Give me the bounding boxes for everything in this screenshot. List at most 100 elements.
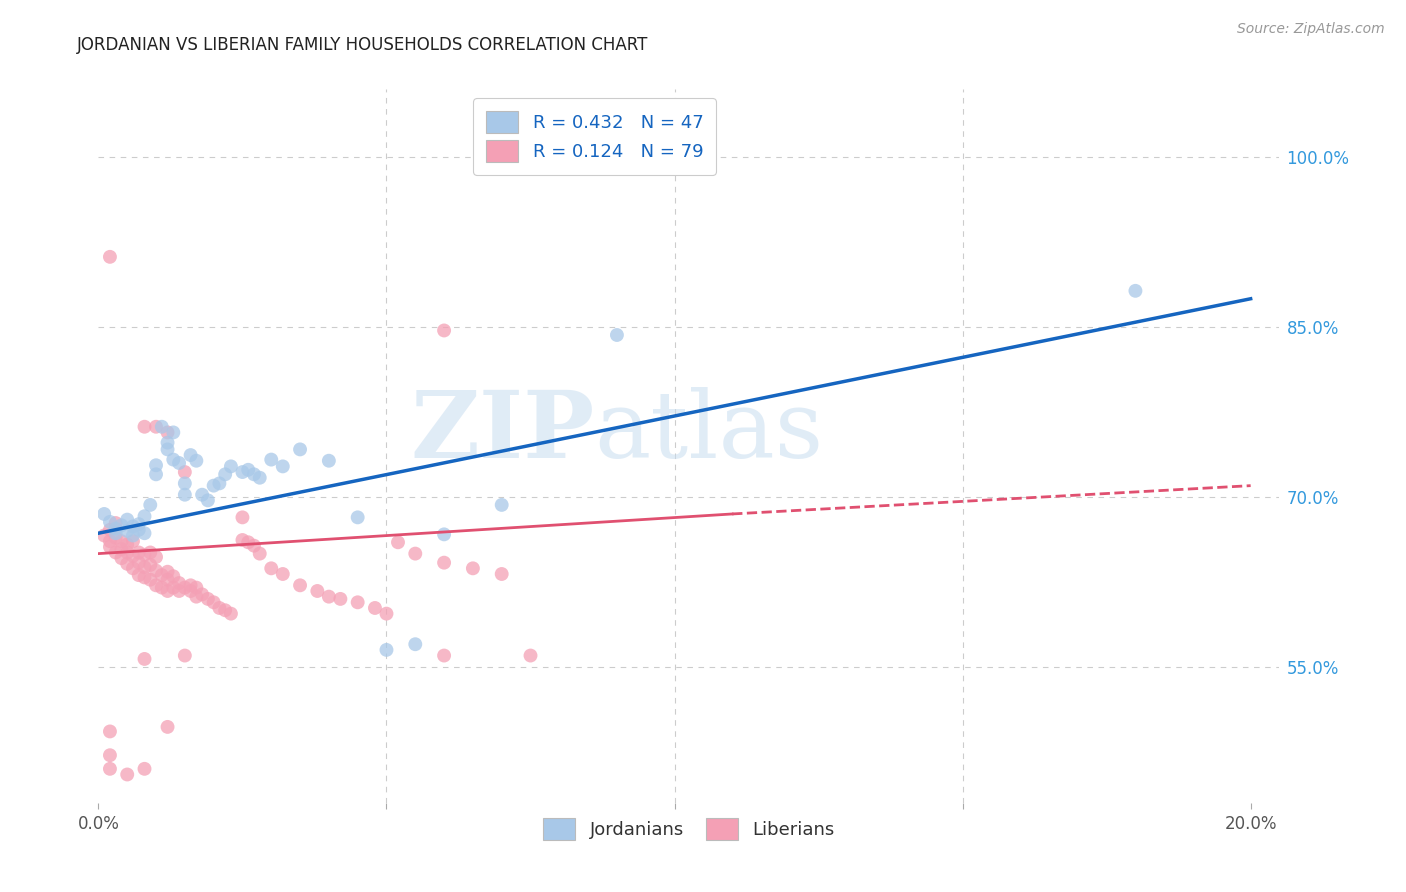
Point	[98, 250, 121, 264]
Point	[156, 584, 179, 599]
Point	[231, 510, 253, 524]
Point	[145, 564, 167, 578]
Point	[238, 535, 260, 549]
Point	[219, 459, 242, 474]
Point	[173, 581, 195, 595]
Point	[162, 425, 184, 440]
Point	[191, 488, 214, 502]
Point	[110, 518, 132, 533]
Point	[214, 603, 236, 617]
Point	[134, 548, 156, 562]
Point	[104, 522, 127, 536]
Point	[243, 539, 266, 553]
Point	[110, 534, 132, 549]
Point	[288, 578, 311, 592]
Point	[186, 581, 208, 595]
Point	[150, 568, 173, 582]
Text: Source: ZipAtlas.com: Source: ZipAtlas.com	[1237, 22, 1385, 37]
Point	[145, 578, 167, 592]
Point	[162, 452, 184, 467]
Point	[145, 458, 167, 473]
Point	[110, 542, 132, 557]
Point	[1125, 284, 1147, 298]
Point	[156, 720, 179, 734]
Point	[110, 551, 132, 566]
Point	[98, 762, 121, 776]
Point	[318, 590, 340, 604]
Point	[122, 519, 145, 533]
Point	[134, 509, 156, 524]
Point	[128, 523, 150, 537]
Point	[197, 493, 219, 508]
Point	[249, 471, 271, 485]
Point	[128, 545, 150, 559]
Point	[98, 724, 121, 739]
Point	[167, 456, 190, 470]
Point	[162, 581, 184, 595]
Point	[375, 643, 398, 657]
Point	[104, 526, 127, 541]
Point	[288, 442, 311, 457]
Text: JORDANIAN VS LIBERIAN FAMILY HOUSEHOLDS CORRELATION CHART: JORDANIAN VS LIBERIAN FAMILY HOUSEHOLDS …	[77, 36, 648, 54]
Point	[238, 463, 260, 477]
Point	[404, 637, 426, 651]
Point	[156, 435, 179, 450]
Point	[98, 748, 121, 763]
Point	[208, 476, 231, 491]
Point	[271, 459, 294, 474]
Point	[167, 584, 190, 599]
Point	[128, 568, 150, 582]
Point	[387, 535, 409, 549]
Point	[162, 569, 184, 583]
Point	[98, 534, 121, 549]
Point	[134, 526, 156, 541]
Y-axis label: Family Households: Family Households	[0, 368, 8, 524]
Point	[115, 537, 138, 551]
Point	[231, 465, 253, 479]
Point	[150, 419, 173, 434]
Point	[202, 478, 225, 492]
Point	[271, 566, 294, 581]
Point	[491, 566, 513, 581]
Point	[364, 601, 387, 615]
Point	[249, 547, 271, 561]
Point	[139, 558, 162, 572]
Point	[173, 648, 195, 663]
Point	[307, 584, 329, 599]
Point	[104, 516, 127, 530]
Point	[243, 467, 266, 482]
Point	[208, 601, 231, 615]
Point	[139, 498, 162, 512]
Text: ZIP: ZIP	[411, 387, 595, 476]
Point	[98, 523, 121, 537]
Point	[173, 488, 195, 502]
Point	[191, 587, 214, 601]
Point	[491, 498, 513, 512]
Point	[134, 560, 156, 574]
Point	[156, 573, 179, 587]
Point	[93, 528, 115, 542]
Point	[122, 534, 145, 549]
Point	[145, 419, 167, 434]
Point	[186, 590, 208, 604]
Point	[98, 540, 121, 554]
Point	[115, 545, 138, 559]
Point	[156, 425, 179, 440]
Point	[214, 467, 236, 482]
Point	[173, 465, 195, 479]
Point	[346, 510, 368, 524]
Point	[346, 595, 368, 609]
Point	[173, 476, 195, 491]
Point	[519, 648, 541, 663]
Point	[180, 578, 202, 592]
Point	[115, 513, 138, 527]
Point	[197, 591, 219, 606]
Point	[180, 448, 202, 462]
Point	[139, 573, 162, 587]
Point	[156, 565, 179, 579]
Point	[180, 584, 202, 599]
Point	[104, 531, 127, 545]
Point	[145, 467, 167, 482]
Point	[150, 581, 173, 595]
Point	[122, 528, 145, 542]
